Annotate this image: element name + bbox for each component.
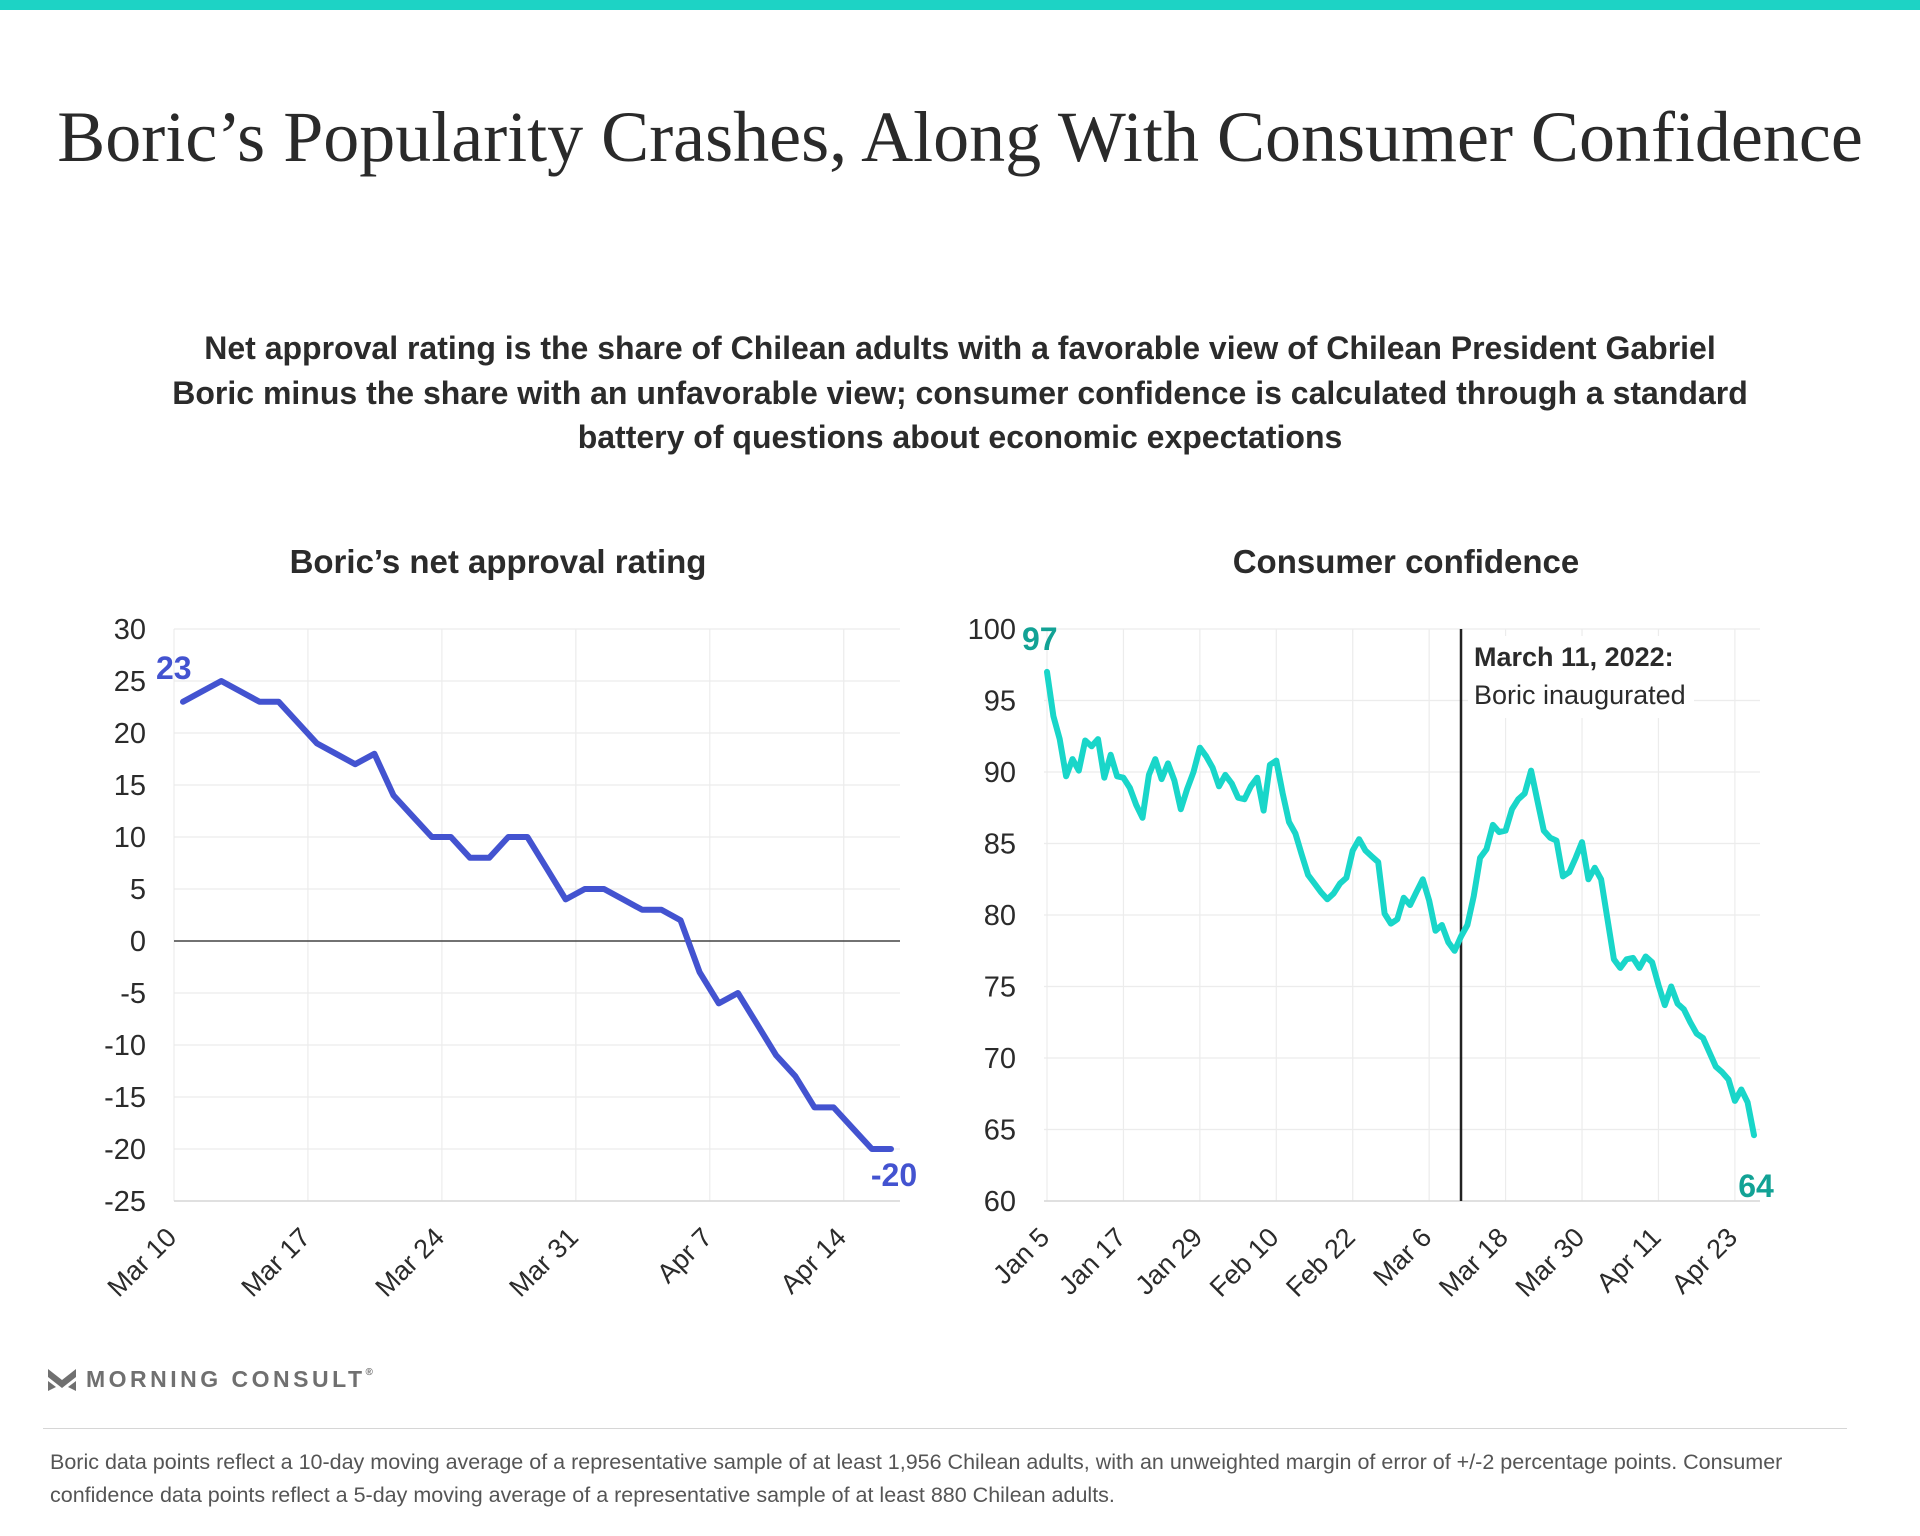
- x-tick-label: Jan 17: [1053, 1222, 1132, 1301]
- y-tick-label: -15: [104, 1082, 146, 1114]
- y-tick-label: 85: [984, 829, 1016, 861]
- x-tick-label: Apr 23: [1666, 1222, 1743, 1299]
- x-tick-label: Mar 18: [1433, 1222, 1514, 1303]
- y-tick-label: -20: [104, 1134, 146, 1166]
- morning-consult-logo-icon: [48, 1368, 76, 1391]
- inauguration-annotation: March 11, 2022: Boric inaugurated: [1468, 636, 1694, 718]
- x-tick-label: Mar 6: [1367, 1222, 1437, 1292]
- start-value-label: 97: [1022, 621, 1058, 657]
- y-tick-label: 25: [114, 666, 146, 698]
- y-tick-label: 60: [984, 1186, 1016, 1218]
- y-tick-label: 65: [984, 1115, 1016, 1147]
- y-tick-label: 5: [130, 874, 146, 906]
- approval-chart-title: Boric’s net approval rating: [289, 543, 707, 580]
- y-tick-label: -5: [120, 978, 146, 1010]
- footnote: Boric data points reflect a 10-day movin…: [50, 1450, 1783, 1507]
- subtitle: Net approval rating is the share of Chil…: [172, 330, 1748, 455]
- confidence-chart-title: Consumer confidence: [1232, 543, 1580, 580]
- y-tick-label: 15: [114, 770, 146, 802]
- annotation-title: March 11, 2022:: [1474, 642, 1674, 672]
- x-tick-label: Jan 5: [987, 1222, 1055, 1290]
- x-tick-label: Apr 11: [1591, 1222, 1667, 1298]
- confidence-line: [1044, 668, 1757, 1139]
- x-tick-label: Jan 29: [1130, 1222, 1209, 1301]
- y-tick-label: 10: [114, 822, 146, 854]
- x-tick-label: Apr 7: [651, 1222, 718, 1289]
- charts-canvas: 30 25 20 15 10 5 0 -5 -10 -15 -20 -25 Mar 10 Mar 17 Ma…: [102, 614, 1774, 1303]
- end-value-label: -20: [871, 1157, 917, 1193]
- page-title: Boric’s Popularity Crashes, Along With C…: [57, 97, 1863, 177]
- y-tick-label: 80: [984, 900, 1016, 932]
- y-tick-label: 100: [968, 614, 1016, 646]
- x-tick-label: Mar 31: [503, 1222, 584, 1303]
- y-tick-label: 75: [984, 972, 1016, 1004]
- morning-consult-logo: MORNING CONSULT ®: [48, 1366, 373, 1393]
- x-tick-label: Apr 14: [775, 1222, 852, 1299]
- x-tick-label: Mar 17: [236, 1222, 317, 1303]
- start-value-label: 23: [156, 650, 192, 686]
- y-tick-label: 20: [114, 718, 146, 750]
- end-value-label: 64: [1738, 1168, 1774, 1204]
- x-tick-label: Feb 10: [1204, 1222, 1285, 1303]
- y-tick-label: 0: [130, 926, 146, 958]
- logo-text: MORNING CONSULT: [86, 1366, 366, 1392]
- footer-divider: [43, 1428, 1847, 1429]
- y-tick-label: -10: [104, 1030, 146, 1062]
- x-tick-label: Mar 24: [369, 1222, 450, 1303]
- x-tick-label: Mar 10: [102, 1222, 183, 1303]
- x-tick-label: Feb 22: [1280, 1222, 1361, 1303]
- y-tick-label: 30: [114, 614, 146, 646]
- x-tick-label: Mar 30: [1510, 1222, 1591, 1303]
- logo-registered-mark: ®: [365, 1367, 373, 1378]
- y-tick-label: 95: [984, 686, 1016, 718]
- approval-line: [180, 678, 894, 1152]
- annotation-text: Boric inaugurated: [1474, 680, 1686, 710]
- top-accent-bar: [0, 0, 1920, 10]
- y-tick-label: 70: [984, 1043, 1016, 1075]
- y-tick-label: -25: [104, 1186, 146, 1218]
- y-tick-label: 90: [984, 757, 1016, 789]
